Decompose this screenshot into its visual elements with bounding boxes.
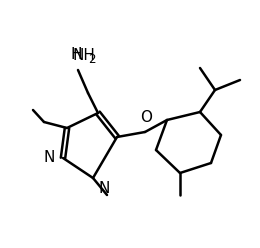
Text: N: N — [98, 181, 109, 196]
Text: NH: NH — [72, 48, 95, 63]
Text: 2: 2 — [88, 53, 96, 66]
Text: O: O — [140, 110, 152, 125]
Text: H: H — [70, 47, 82, 62]
Text: N: N — [44, 151, 55, 165]
